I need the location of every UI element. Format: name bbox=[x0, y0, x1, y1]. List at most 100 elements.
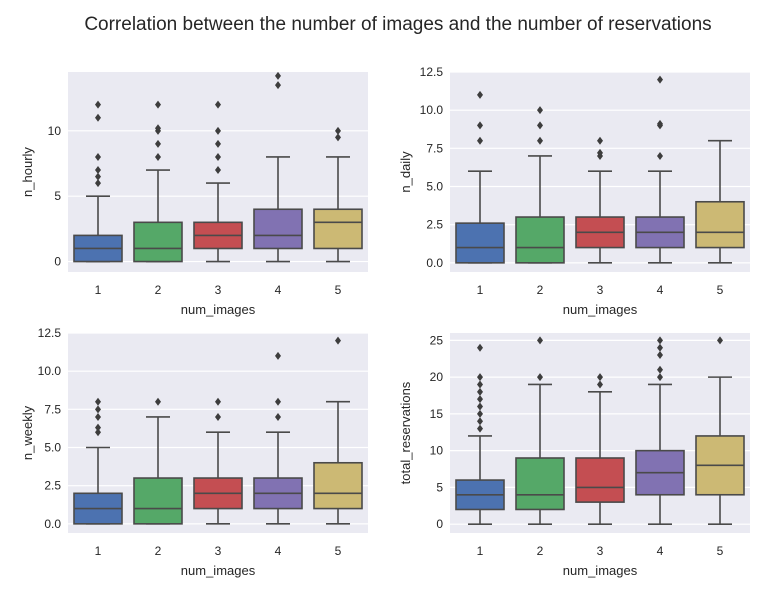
outlier-point bbox=[477, 402, 483, 411]
x-tick-label: 4 bbox=[275, 283, 282, 297]
iqr-box bbox=[133, 221, 183, 263]
x-tick-label: 3 bbox=[597, 544, 604, 558]
figure-title: Correlation between the number of images… bbox=[84, 14, 711, 35]
iqr-box bbox=[695, 200, 745, 249]
outlier-point bbox=[215, 126, 221, 135]
x-tick-label: 4 bbox=[657, 544, 664, 558]
iqr-box bbox=[253, 208, 303, 250]
outlier-point bbox=[155, 100, 161, 109]
y-axis-label: n_weekly bbox=[20, 405, 35, 460]
x-tick-label: 1 bbox=[477, 283, 484, 297]
x-tick-label: 5 bbox=[335, 544, 342, 558]
x-tick-label: 2 bbox=[155, 544, 162, 558]
outlier-point bbox=[657, 365, 663, 374]
x-axis-label: num_images bbox=[181, 302, 256, 317]
outlier-point bbox=[657, 336, 663, 345]
x-axis-label: num_images bbox=[563, 302, 638, 317]
y-tick-label: 0.0 bbox=[44, 517, 61, 531]
y-axis-label: n_hourly bbox=[20, 147, 35, 197]
y-tick-label: 10 bbox=[48, 124, 62, 138]
y-tick-label: 12.5 bbox=[420, 65, 444, 79]
outlier-point bbox=[215, 139, 221, 148]
box-5 bbox=[313, 126, 363, 263]
x-tick-label: 1 bbox=[95, 283, 102, 297]
y-tick-label: 12.5 bbox=[38, 326, 62, 340]
outlier-point bbox=[477, 380, 483, 389]
y-tick-label: 5 bbox=[54, 189, 61, 203]
outlier-point bbox=[275, 412, 281, 421]
box-2 bbox=[515, 336, 565, 525]
y-tick-label: 20 bbox=[430, 370, 444, 384]
outlier-point bbox=[155, 124, 161, 133]
subplot-3: 0.0 2.5 5.0 7.5 10.0 12.5 1 2 3 4 5 num_images n_wee… bbox=[20, 326, 368, 578]
outlier-point bbox=[95, 172, 101, 181]
y-axis-label: n_daily bbox=[398, 151, 413, 193]
y-tick-label: 25 bbox=[430, 333, 444, 347]
outlier-point bbox=[95, 113, 101, 122]
box-4 bbox=[253, 351, 303, 525]
outlier-point bbox=[657, 151, 663, 160]
outlier-point bbox=[95, 428, 101, 437]
outlier-point bbox=[477, 373, 483, 382]
x-tick-label: 4 bbox=[275, 544, 282, 558]
y-tick-label: 0 bbox=[436, 517, 443, 531]
outlier-point bbox=[95, 397, 101, 406]
x-axis-label: num_images bbox=[181, 563, 256, 578]
outlier-point bbox=[275, 397, 281, 406]
outlier-point bbox=[477, 121, 483, 130]
outlier-point bbox=[537, 106, 543, 115]
iqr-box bbox=[313, 208, 363, 250]
outlier-point bbox=[537, 373, 543, 382]
y-tick-label: 7.5 bbox=[44, 402, 61, 416]
box-1 bbox=[73, 100, 123, 263]
outlier-point bbox=[597, 136, 603, 145]
x-tick-label: 5 bbox=[335, 283, 342, 297]
y-tick-label: 7.5 bbox=[426, 141, 443, 155]
box-3 bbox=[575, 136, 625, 264]
x-tick-label: 3 bbox=[215, 544, 222, 558]
x-tick-label: 3 bbox=[597, 283, 604, 297]
outlier-point bbox=[155, 152, 161, 161]
subplot-1: 0 5 10 1 2 3 4 5 num_images n_hourly bbox=[20, 71, 368, 317]
outlier-point bbox=[477, 395, 483, 404]
outlier-point bbox=[275, 351, 281, 360]
y-tick-label: 2.5 bbox=[426, 218, 443, 232]
outlier-point bbox=[215, 397, 221, 406]
iqr-box bbox=[575, 457, 625, 503]
box-5 bbox=[313, 336, 363, 525]
outlier-point bbox=[537, 136, 543, 145]
iqr-box bbox=[133, 477, 183, 525]
x-tick-label: 1 bbox=[95, 544, 102, 558]
outlier-point bbox=[95, 100, 101, 109]
box-2 bbox=[133, 397, 183, 525]
x-axis-label: num_images bbox=[563, 563, 638, 578]
box-2 bbox=[515, 106, 565, 264]
iqr-box bbox=[515, 457, 565, 511]
y-tick-label: 0 bbox=[54, 255, 61, 269]
x-tick-label: 2 bbox=[537, 283, 544, 297]
outlier-point bbox=[477, 343, 483, 352]
outlier-point bbox=[95, 405, 101, 414]
outlier-point bbox=[477, 136, 483, 145]
outlier-point bbox=[155, 397, 161, 406]
outlier-point bbox=[95, 152, 101, 161]
outlier-point bbox=[95, 166, 101, 175]
outlier-point bbox=[657, 373, 663, 382]
outlier-point bbox=[95, 179, 101, 188]
outlier-point bbox=[215, 152, 221, 161]
x-tick-label: 5 bbox=[717, 544, 724, 558]
outlier-point bbox=[477, 90, 483, 99]
y-tick-label: 10.0 bbox=[38, 364, 62, 378]
subplot-4: 0 5 10 15 20 25 1 2 3 4 5 num_images total_reservati… bbox=[398, 333, 750, 578]
outlier-point bbox=[657, 75, 663, 84]
outlier-point bbox=[537, 121, 543, 130]
outlier-point bbox=[215, 412, 221, 421]
subplot-2: 0.0 2.5 5.0 7.5 10.0 12.5 1 2 3 4 5 num_images n_dai… bbox=[398, 65, 750, 317]
outlier-point bbox=[477, 387, 483, 396]
box-5 bbox=[695, 336, 745, 525]
outlier-point bbox=[537, 336, 543, 345]
outlier-point bbox=[335, 126, 341, 135]
outlier-point bbox=[657, 119, 663, 128]
outlier-point bbox=[335, 133, 341, 142]
